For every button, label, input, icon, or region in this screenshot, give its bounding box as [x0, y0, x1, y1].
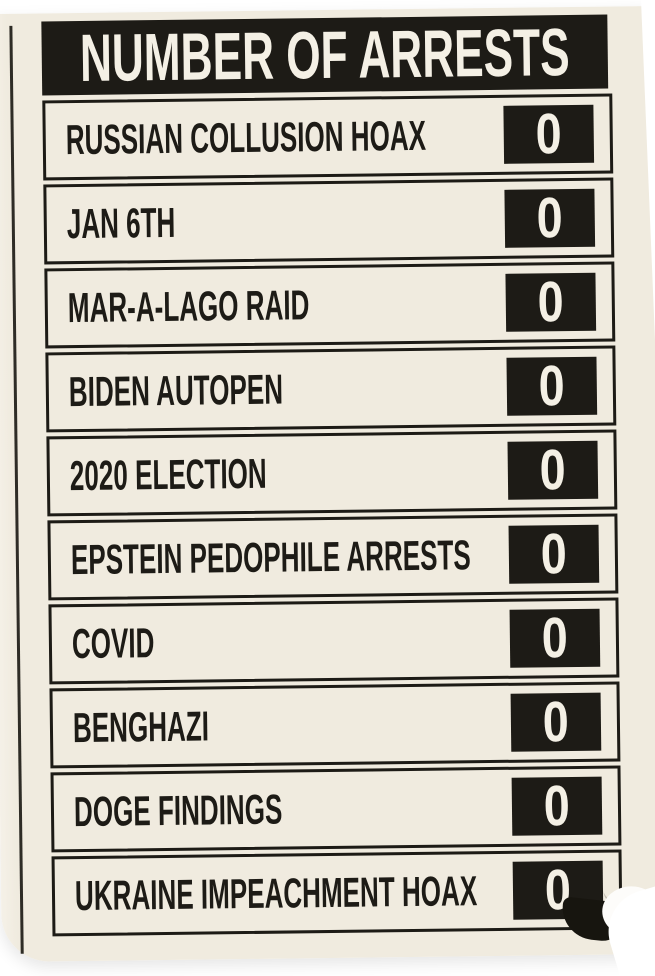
poster-trim-line [9, 25, 24, 954]
row-label-wrap: BIDEN AUTOPEN [68, 365, 507, 416]
row-label: JAN 6TH [66, 198, 176, 248]
row-label: BENGHAZI [72, 702, 210, 752]
count-value: 0 [537, 272, 565, 332]
table-header-bar: NUMBER OF ARRESTS [41, 14, 609, 96]
row-label-wrap: 2020 ELECTION [69, 449, 508, 500]
count-box: 0 [509, 608, 601, 668]
row-label-wrap: UKRAINE IMPEACHMENT HOAX [74, 867, 513, 920]
table-row: BENGHAZI 0 [49, 681, 621, 769]
table-row: COVID 0 [48, 597, 620, 685]
count-value: 0 [538, 356, 566, 416]
count-value: 0 [540, 524, 568, 584]
row-label-wrap: RUSSIAN COLLUSION HOAX [65, 111, 504, 164]
count-box: 0 [505, 272, 597, 332]
count-box: 0 [507, 440, 599, 500]
count-box: 0 [504, 188, 596, 248]
count-box: 0 [511, 776, 603, 836]
count-box: 0 [508, 524, 600, 584]
row-label-wrap: JAN 6TH [66, 198, 505, 248]
count-box: 0 [510, 692, 602, 752]
table-row: UKRAINE IMPEACHMENT HOAX 0 [51, 849, 623, 937]
table-row: EPSTEIN PEDOPHILE ARRESTS 0 [47, 513, 619, 601]
arrests-table-rows: RUSSIAN COLLUSION HOAX 0 JAN 6TH 0 MAR-A-LAG… [42, 93, 623, 937]
row-label: BIDEN AUTOPEN [68, 365, 284, 416]
table-row: RUSSIAN COLLUSION HOAX 0 [42, 93, 614, 181]
count-box: 0 [503, 104, 595, 164]
row-label-wrap: DOGE FINDINGS [73, 785, 512, 836]
table-row: MAR-A-LAGO RAID 0 [44, 261, 616, 349]
count-value: 0 [539, 440, 567, 500]
count-box: 0 [506, 356, 598, 416]
row-label-wrap: EPSTEIN PEDOPHILE ARRESTS [70, 531, 509, 584]
row-label: EPSTEIN PEDOPHILE ARRESTS [70, 531, 471, 584]
count-value: 0 [536, 188, 564, 248]
row-label-wrap: COVID [71, 618, 510, 668]
table-row: 2020 ELECTION 0 [46, 429, 618, 517]
table-row: DOGE FINDINGS 0 [50, 765, 622, 853]
row-label: DOGE FINDINGS [73, 785, 283, 836]
table-title: NUMBER OF ARRESTS [79, 14, 571, 96]
row-label: COVID [71, 619, 155, 668]
count-value: 0 [543, 776, 571, 836]
table-row: BIDEN AUTOPEN 0 [45, 345, 617, 433]
arrests-poster: NUMBER OF ARRESTS RUSSIAN COLLUSION HOAX… [0, 5, 655, 976]
row-label: RUSSIAN COLLUSION HOAX [65, 111, 427, 164]
count-value: 0 [541, 608, 569, 668]
row-label: 2020 ELECTION [69, 449, 267, 500]
count-value: 0 [535, 104, 563, 164]
table-row: JAN 6TH 0 [43, 177, 615, 265]
arrests-table: NUMBER OF ARRESTS RUSSIAN COLLUSION HOAX… [41, 14, 623, 937]
row-label: MAR-A-LAGO RAID [67, 281, 310, 332]
row-label: UKRAINE IMPEACHMENT HOAX [74, 867, 478, 920]
count-value: 0 [542, 692, 570, 752]
row-label-wrap: BENGHAZI [72, 702, 511, 752]
row-label-wrap: MAR-A-LAGO RAID [67, 281, 506, 332]
